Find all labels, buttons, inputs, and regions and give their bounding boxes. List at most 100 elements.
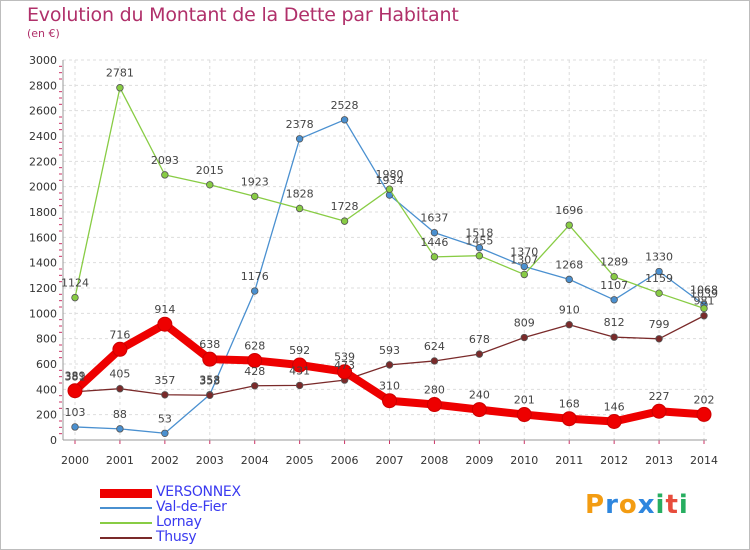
data-point — [206, 391, 214, 399]
data-point — [520, 333, 528, 342]
y-tick-label: 0 — [50, 434, 57, 447]
data-point — [475, 251, 484, 260]
data-point — [161, 391, 169, 399]
data-point — [516, 407, 532, 423]
y-tick-label: 2400 — [29, 130, 57, 143]
legend-label: VERSONNEX — [156, 484, 241, 500]
data-label: 88 — [113, 408, 127, 421]
chart-unit-label: (en €) — [27, 27, 60, 40]
data-label: 103 — [65, 406, 86, 419]
data-point — [67, 383, 83, 399]
data-label: 1980 — [376, 168, 404, 181]
data-point — [610, 296, 618, 304]
data-point — [475, 350, 484, 358]
logo-letter: i — [655, 490, 666, 520]
data-label: 1107 — [600, 279, 628, 292]
data-point — [71, 293, 79, 302]
data-label: 624 — [424, 340, 445, 353]
data-label: 428 — [244, 365, 265, 378]
x-tick-label: 2001 — [106, 454, 134, 467]
x-tick-label: 2004 — [241, 454, 269, 467]
data-point — [430, 228, 439, 237]
data-label: 1455 — [465, 235, 493, 248]
chart-grid — [63, 59, 707, 441]
data-label: 2015 — [196, 164, 224, 177]
data-label: 201 — [514, 394, 535, 407]
x-tick-label: 2005 — [286, 454, 314, 467]
chart-data-labels: 1124 2781 2093 2015 1923 1828 1728 1980 1446 1455… — [61, 67, 718, 426]
y-tick-label: 2800 — [29, 79, 57, 92]
logo-letter: o — [618, 490, 638, 520]
data-label: 1176 — [241, 270, 269, 283]
x-tick-label: 2010 — [510, 454, 538, 467]
y-tick-label: 3000 — [29, 54, 57, 67]
logo-letter: t — [665, 490, 679, 520]
data-label: 716 — [109, 328, 130, 341]
y-tick-label: 2200 — [29, 155, 57, 168]
y-tick-label: 2000 — [29, 181, 57, 194]
legend-swatch — [100, 507, 152, 509]
data-point — [251, 287, 259, 295]
data-label: 2378 — [286, 118, 314, 131]
legend-label: Lornay — [156, 514, 202, 530]
data-point — [161, 171, 169, 179]
legend-item-thusy: Thusy — [100, 529, 320, 545]
chart-axes: 0 200 400 600 800 1000 1200 1400 1600 1800 2000 220… — [29, 54, 718, 467]
data-point — [116, 84, 124, 92]
data-label: 431 — [289, 364, 310, 377]
data-point — [385, 361, 394, 369]
data-label: 405 — [109, 368, 130, 381]
data-point — [520, 270, 528, 279]
data-point — [161, 429, 169, 437]
data-label: 1934 — [376, 174, 404, 187]
data-label: 358 — [199, 374, 220, 387]
legend-label: Val-de-Fier — [156, 499, 227, 515]
legend-item-versonnex: VERSONNEX — [100, 484, 320, 500]
data-point — [247, 352, 263, 368]
data-label: 910 — [559, 304, 580, 317]
data-point — [295, 135, 304, 143]
data-point — [340, 116, 349, 124]
legend-swatch — [100, 537, 152, 539]
data-label: 1923 — [241, 175, 269, 188]
data-label: 592 — [289, 344, 310, 357]
data-label: 1307 — [510, 253, 538, 266]
data-point — [112, 341, 128, 357]
proxiti-logo: Proxiti — [585, 490, 689, 520]
data-point — [700, 312, 708, 320]
data-label: 809 — [514, 317, 535, 330]
data-label: 638 — [199, 338, 220, 351]
legend-swatch — [100, 488, 152, 498]
data-label: 227 — [649, 390, 670, 403]
y-tick-label: 600 — [36, 358, 57, 371]
y-tick-label: 2600 — [29, 105, 57, 118]
data-point — [206, 181, 214, 189]
data-label: 981 — [694, 295, 715, 308]
data-label: 389 — [65, 370, 86, 383]
y-tick-label: 1200 — [29, 282, 57, 295]
data-point — [610, 273, 618, 281]
data-label: 914 — [154, 303, 175, 316]
data-label: 1370 — [510, 245, 538, 258]
data-point — [606, 414, 622, 430]
data-point — [292, 357, 308, 373]
data-label: 1124 — [61, 277, 89, 290]
data-label: 381 — [65, 371, 86, 384]
data-point — [251, 192, 259, 201]
y-tick-label: 1000 — [29, 307, 57, 320]
data-label: 1518 — [465, 227, 493, 240]
data-label: 539 — [334, 351, 355, 364]
data-label: 357 — [154, 374, 175, 387]
chart-series — [67, 84, 712, 437]
y-tick-label: 1400 — [29, 257, 57, 270]
x-tick-label: 2013 — [645, 454, 673, 467]
y-tick-label: 400 — [36, 383, 57, 396]
data-point — [340, 217, 349, 225]
data-label: 1289 — [600, 256, 628, 269]
data-label: 1068 — [690, 284, 718, 297]
data-point — [382, 393, 397, 409]
data-point — [157, 316, 173, 332]
y-tick-label: 800 — [36, 333, 57, 346]
data-point — [385, 185, 394, 193]
